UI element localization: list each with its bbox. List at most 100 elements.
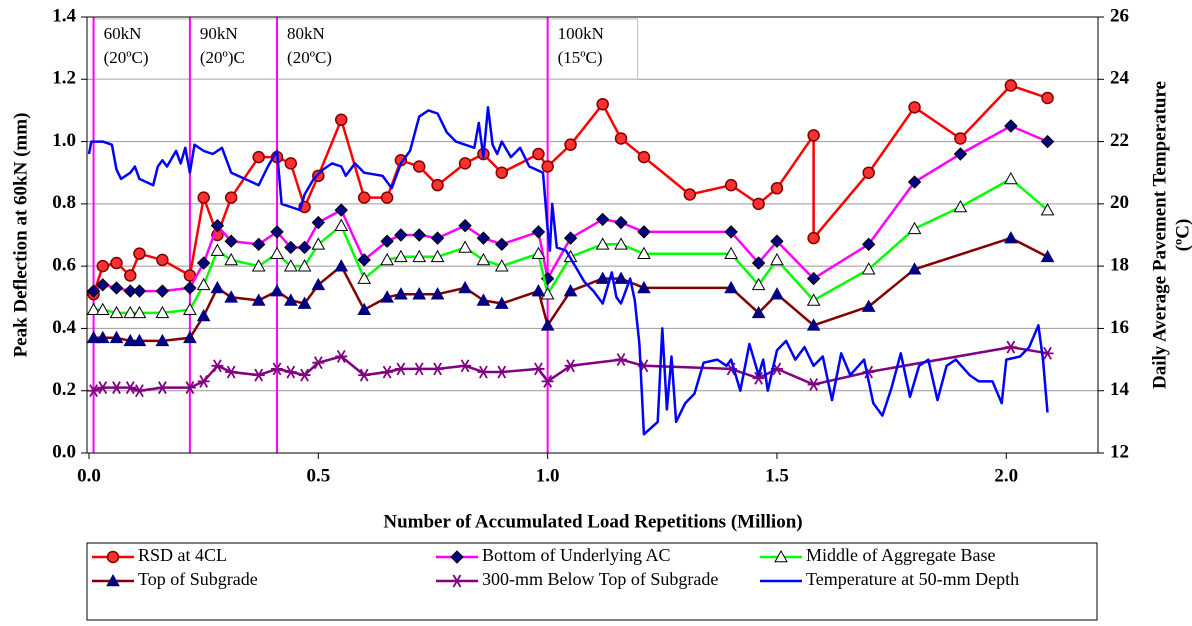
data-point — [284, 240, 298, 255]
data-point — [380, 191, 394, 204]
data-point — [155, 284, 170, 298]
data-point — [907, 175, 922, 189]
y-tick-label: 0.4 — [52, 317, 76, 338]
annotation: 80kN — [287, 24, 325, 43]
legend-label: Bottom of Underlying AC — [482, 545, 671, 565]
series-line — [93, 236, 1049, 343]
annotation: 100kN — [558, 24, 604, 43]
data-point — [124, 269, 137, 282]
data-point — [156, 253, 169, 267]
data-point — [312, 356, 325, 370]
data-point — [251, 293, 266, 306]
y2-tick-label: 22 — [1110, 130, 1129, 151]
annotation-box — [276, 18, 549, 80]
y-tick-label: 0.8 — [52, 192, 76, 213]
data-point — [431, 178, 444, 192]
data-point — [271, 362, 284, 376]
legend-box — [86, 542, 1098, 621]
data-point — [270, 246, 284, 259]
data-point — [494, 259, 509, 272]
data-point — [132, 333, 147, 347]
data-point — [155, 305, 170, 319]
data-point — [954, 132, 967, 145]
data-point — [110, 381, 123, 395]
data-point — [251, 259, 266, 272]
data-point — [540, 318, 555, 331]
y2-tick-label: 16 — [1110, 317, 1129, 338]
annotation: (20ºC) — [104, 48, 149, 67]
annotation: 60kN — [104, 24, 142, 43]
data-point — [908, 101, 921, 114]
data-point — [458, 280, 472, 294]
data-point — [196, 277, 211, 291]
data-point — [335, 113, 348, 127]
data-point — [1040, 134, 1055, 149]
data-point — [752, 371, 765, 385]
data-point — [87, 384, 100, 398]
data-point — [197, 374, 210, 388]
data-point — [614, 271, 628, 284]
data-point — [357, 302, 372, 316]
data-point — [224, 234, 238, 248]
legend-label: Middle of Aggregate Base — [806, 545, 995, 565]
data-point — [541, 374, 554, 388]
data-point — [95, 330, 110, 344]
data-point — [770, 287, 784, 300]
data-point — [183, 330, 197, 344]
data-point — [494, 296, 509, 309]
data-point — [224, 290, 239, 303]
data-point — [807, 378, 820, 391]
data-point — [532, 147, 545, 161]
data-point — [495, 237, 509, 252]
data-point — [210, 243, 225, 256]
data-point — [1004, 119, 1018, 133]
legend-marker — [451, 574, 463, 588]
annotation-box — [547, 18, 639, 80]
y-tick-label: 0.0 — [52, 441, 76, 462]
data-point — [284, 365, 297, 379]
data-point — [334, 259, 349, 272]
data-point — [270, 284, 284, 297]
data-point — [564, 359, 577, 373]
data-point — [412, 160, 426, 173]
data-point — [210, 280, 225, 294]
data-point — [953, 147, 968, 161]
data-point — [123, 305, 138, 319]
y2-tick-label: 26 — [1110, 5, 1129, 26]
data-point — [358, 368, 371, 382]
data-point — [563, 231, 578, 245]
data-point — [210, 218, 225, 233]
data-point — [495, 166, 509, 179]
data-point — [394, 228, 408, 242]
data-point — [270, 225, 284, 239]
data-point — [595, 237, 610, 250]
data-point — [412, 228, 426, 242]
data-point — [334, 218, 349, 231]
annotation: (15ºC) — [558, 48, 603, 67]
y2-tick-label: 20 — [1110, 192, 1129, 213]
data-point — [430, 231, 445, 245]
data-point — [637, 150, 651, 164]
legend-label: 300-mm Below Top of Subgrade — [482, 569, 718, 589]
data-point — [412, 249, 427, 263]
data-point — [430, 249, 445, 263]
y-tick-label: 1.4 — [52, 5, 76, 26]
legend-marker — [450, 550, 464, 564]
y2-tick-label: 14 — [1110, 379, 1130, 400]
y2-axis-title: Daily Average Pavement Temperature — [1149, 81, 1170, 389]
data-point — [394, 249, 408, 263]
legend-label: Top of Subgrade — [138, 569, 258, 589]
data-point — [298, 368, 311, 382]
y2-tick-label: 12 — [1110, 441, 1129, 462]
y-tick-label: 0.2 — [52, 379, 76, 400]
data-point — [109, 330, 124, 344]
y2-tick-label: 24 — [1110, 68, 1130, 89]
legend-marker — [106, 573, 120, 587]
data-point — [1004, 171, 1018, 185]
x-tick-label: 1.0 — [536, 465, 560, 486]
data-point — [751, 305, 766, 319]
data-point — [1041, 346, 1054, 360]
data-point — [563, 284, 578, 297]
data-point — [394, 287, 408, 300]
data-point — [123, 284, 137, 298]
